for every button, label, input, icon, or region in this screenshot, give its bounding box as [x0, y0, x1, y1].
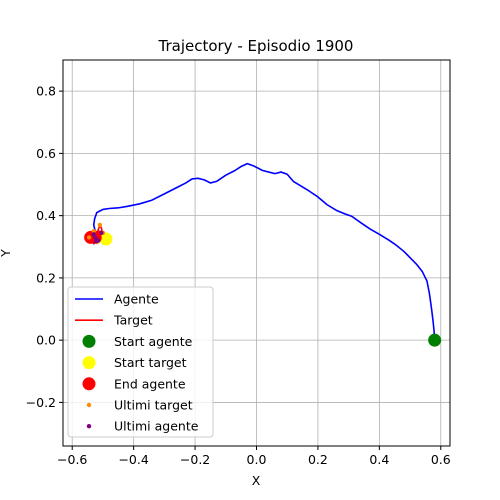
point-start-agente [428, 333, 442, 347]
legend-swatch-end-agente [82, 377, 96, 391]
x-axis-label: X [252, 473, 261, 488]
chart-title: Trajectory - Episodio 1900 [158, 37, 354, 55]
y-tick-label: 0.6 [36, 146, 56, 161]
legend-box [67, 286, 214, 438]
legend-swatch-ultimi-target [86, 402, 92, 408]
y-tick-label: 0.4 [36, 208, 56, 223]
x-tick-label: 0.0 [247, 452, 267, 467]
y-tick-label: 0.2 [36, 270, 56, 285]
x-tick-label: 0.2 [308, 452, 328, 467]
legend-label-end-agente: End agente [114, 376, 186, 391]
legend: Agente Target Start agente Start target End … [67, 286, 214, 438]
point-ultimi-agente [99, 230, 104, 235]
point-ultimi-target [97, 222, 103, 228]
x-tick-label: −0.6 [57, 452, 87, 467]
y-axis-label: Y [0, 249, 13, 258]
series-line-agente [91, 162, 436, 341]
x-tick-label: 0.6 [431, 452, 451, 467]
point-ultimi-agente [93, 235, 98, 240]
x-tick-label: 0.4 [369, 452, 389, 467]
point-ultimi-agente [96, 238, 101, 243]
point-start-target [99, 232, 113, 246]
point-ultimi-target [86, 235, 92, 240]
y-tick-label: 0.8 [36, 84, 56, 99]
legend-label-ultimi-target: Ultimi target [114, 398, 193, 413]
legend-swatch-ultimi-agente [86, 424, 92, 429]
legend-label-ultimi-agente: Ultimi agente [114, 419, 199, 434]
legend-label-target: Target [113, 313, 153, 328]
legend-label-agente: Agente [114, 292, 159, 307]
x-tick-label: −0.4 [118, 452, 148, 467]
y-tick-label: −0.2 [26, 395, 56, 410]
legend-label-start-agente: Start agente [114, 334, 193, 349]
point-ultimi-target [91, 229, 96, 234]
legend-label-start-target: Start target [114, 355, 187, 370]
legend-swatch-start-target [82, 356, 96, 370]
x-tick-label: −0.2 [180, 452, 210, 467]
y-tick-label: 0.0 [36, 333, 56, 348]
legend-swatch-start-agente [82, 334, 96, 348]
